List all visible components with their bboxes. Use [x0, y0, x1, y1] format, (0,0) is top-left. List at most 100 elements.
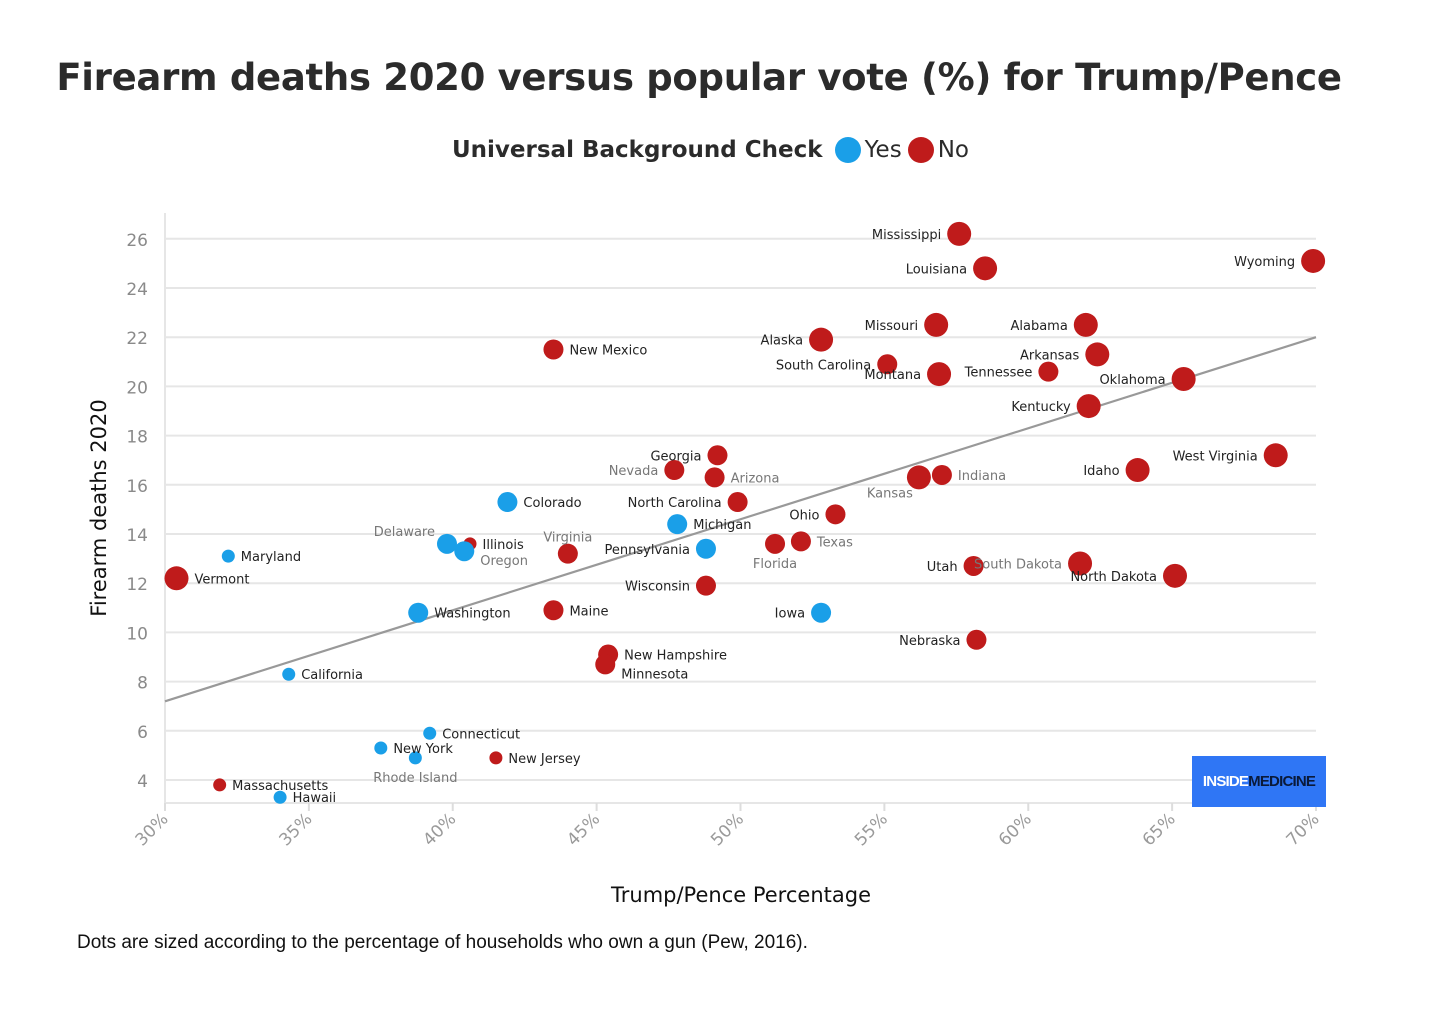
point-label: Kansas [867, 486, 913, 501]
data-point [727, 492, 748, 513]
data-point [164, 566, 189, 591]
legend-label-no: No [937, 137, 969, 163]
data-point [408, 602, 429, 623]
point-label: Alabama [1010, 319, 1067, 334]
data-point [543, 339, 564, 360]
data-point [1068, 551, 1093, 576]
point-label: Connecticut [442, 727, 520, 742]
data-point [595, 654, 616, 675]
data-point [408, 751, 422, 765]
point-label: Rhode Island [373, 771, 457, 786]
y-tick-label: 8 [137, 674, 148, 694]
x-tick-labels: 30% 35% 40% 45% 50% 55% 60% 65% 70% [132, 809, 1324, 850]
trendline-path [164, 336, 1317, 703]
data-point [423, 726, 437, 740]
x-tick-label: 45% [563, 809, 604, 850]
gridlines [164, 213, 1317, 811]
data-point [1263, 443, 1288, 468]
data-point [1038, 361, 1059, 382]
point-label: Nevada [609, 464, 659, 479]
trendline [164, 336, 1317, 703]
point-label: Montana [864, 368, 921, 383]
point-label: Colorado [523, 496, 581, 511]
data-point [906, 465, 931, 490]
point-label: West Virginia [1173, 449, 1258, 464]
point-label: North Carolina [628, 496, 722, 511]
point-label: Wyoming [1234, 255, 1295, 270]
data-point [1171, 367, 1196, 392]
y-tick-label: 4 [137, 772, 148, 792]
y-axis-label: Firearm deaths 2020 [87, 399, 111, 616]
y-tick-label: 10 [126, 624, 148, 644]
data-point [790, 531, 811, 552]
point-label: Florida [753, 557, 797, 572]
data-point [374, 741, 388, 755]
data-point [809, 327, 834, 352]
y-tick-label: 26 [126, 231, 148, 251]
data-point [1073, 312, 1098, 337]
y-tick-label: 22 [126, 329, 148, 349]
y-tick-label: 14 [126, 526, 148, 546]
data-point [1163, 563, 1188, 588]
data-point [664, 460, 685, 481]
point-label: Minnesota [621, 667, 688, 682]
data-point [973, 256, 998, 281]
data-point [695, 538, 716, 559]
x-tick-label: 65% [1139, 809, 1180, 850]
point-label: Utah [927, 560, 958, 575]
y-tick-label: 24 [126, 280, 148, 300]
point-label: Alaska [761, 334, 804, 349]
data-point [1301, 248, 1326, 273]
point-label: Oklahoma [1099, 373, 1165, 388]
point-label: Delaware [374, 525, 435, 540]
point-label: Oregon [480, 554, 528, 569]
point-label: New York [393, 742, 453, 757]
point-label: Indiana [958, 469, 1006, 484]
chart-title: Firearm deaths 2020 versus popular vote … [56, 56, 1342, 99]
data-point [707, 445, 728, 466]
point-label: Ohio [789, 508, 819, 523]
point-label: Michigan [693, 518, 751, 533]
data-point [543, 600, 564, 621]
data-point [924, 312, 949, 337]
data-point [695, 575, 716, 596]
x-tick-label: 55% [851, 809, 892, 850]
logo-part-2: MEDICINE [1248, 773, 1316, 790]
point-label: New Jersey [508, 752, 580, 767]
point-label: Hawaii [293, 791, 337, 806]
data-point [963, 555, 984, 576]
y-tick-label: 6 [137, 723, 148, 743]
data-point [497, 492, 518, 513]
point-label: Massachusetts [232, 779, 328, 794]
data-point [667, 514, 688, 535]
data-point [927, 362, 952, 387]
point-label: Mississippi [872, 228, 941, 243]
x-tick-label: 70% [1283, 809, 1324, 850]
x-tick-label: 30% [132, 809, 173, 850]
point-label: Iowa [775, 607, 805, 622]
point-label: Louisiana [906, 262, 967, 277]
data-point [557, 543, 578, 564]
scatter-chart: 4 6 8 10 12 14 16 18 20 22 24 26 30% 35% 40% 45% 50% 55%… [87, 213, 1326, 907]
x-tick-label: 50% [707, 809, 748, 850]
data-point [704, 467, 725, 488]
point-label: Virginia [543, 531, 592, 546]
y-tick-labels: 4 6 8 10 12 14 16 18 20 22 24 26 [126, 231, 148, 792]
point-label: California [301, 668, 363, 683]
data-point [1125, 458, 1150, 483]
x-tick-label: 60% [995, 809, 1036, 850]
point-label: New Hampshire [624, 649, 727, 664]
x-tick-label: 35% [276, 809, 317, 850]
legend: Universal Background Check Yes No [452, 134, 975, 166]
data-point [1076, 394, 1101, 419]
legend-label-yes: Yes [864, 137, 902, 163]
point-label: Maryland [241, 550, 301, 565]
data-point [221, 549, 235, 563]
point-label: Pennsylvania [605, 543, 690, 558]
point-label: Arkansas [1020, 348, 1079, 363]
point-labels: Mississippi Wyoming Louisiana Missouri Alaba… [195, 228, 1296, 806]
x-axis-label: Trump/Pence Percentage [610, 883, 871, 907]
legend-swatch-no [907, 137, 934, 163]
data-point [811, 602, 832, 623]
y-tick-label: 12 [126, 575, 148, 595]
